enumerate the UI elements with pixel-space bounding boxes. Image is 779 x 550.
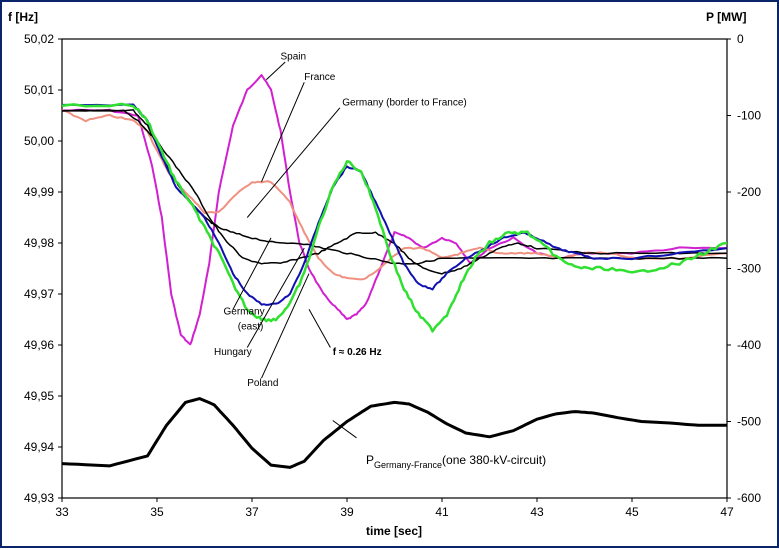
annotation-leader-line <box>261 82 305 182</box>
x-tick-label: 35 <box>150 505 164 519</box>
annotation-label: France <box>304 72 336 83</box>
x-tick-label: 39 <box>340 505 354 519</box>
left-axis-title: f [Hz] <box>8 10 38 24</box>
right-tick-label: -500 <box>737 415 761 429</box>
left-tick-label: 50,02 <box>24 32 54 46</box>
left-tick-label: 49,96 <box>24 338 54 352</box>
left-tick-label: 49,95 <box>24 389 54 403</box>
annotation-label: Hungary <box>214 347 252 358</box>
right-tick-label: -200 <box>737 185 761 199</box>
left-tick-label: 50,00 <box>24 134 54 148</box>
series-line-pgermany-france-one-380-kv-circuit- <box>61 397 727 469</box>
annotation-label: Poland <box>247 378 278 389</box>
x-axis-title: time [sec] <box>366 524 422 538</box>
annotation-leader-line <box>265 61 286 81</box>
x-tick-label: 33 <box>55 505 69 519</box>
series-line-poland <box>61 102 728 333</box>
annotation-label: f ≈ 0.26 Hz <box>333 347 382 358</box>
left-axis-ticks: 50,02 50,01 50,00 49,99 49,98 49,97 49,96 49,95… <box>24 32 62 505</box>
right-tick-label: -300 <box>737 262 761 276</box>
left-tick-label: 49,97 <box>24 287 54 301</box>
annotation-label: Germany (border to France) <box>342 97 467 108</box>
power-label-main: P <box>366 453 374 467</box>
annotation-label: Spain <box>281 51 307 62</box>
series-line-spain <box>61 74 727 346</box>
annotation-label: Germany <box>224 306 265 317</box>
right-tick-label: 0 <box>737 32 744 46</box>
series-line-france <box>61 109 728 281</box>
series-line-germany-east- <box>62 109 728 275</box>
series-lines <box>61 74 728 469</box>
x-tick-label: 45 <box>625 505 639 519</box>
series-line-hungary <box>62 103 728 306</box>
left-tick-label: 49,99 <box>24 185 54 199</box>
left-tick-label: 49,94 <box>24 440 54 454</box>
x-tick-label: 43 <box>530 505 544 519</box>
annotation-leader-line <box>332 420 357 439</box>
x-tick-label: 47 <box>720 505 734 519</box>
power-series-label: PGermany-France(one 380-kV-circuit) <box>366 453 546 470</box>
annotation-leaders <box>232 61 357 439</box>
left-tick-label: 50,01 <box>24 83 54 97</box>
right-tick-label: -400 <box>737 338 761 352</box>
annotation-label: (east) <box>238 322 264 333</box>
left-tick-label: 49,98 <box>24 236 54 250</box>
annotation-leader-line <box>308 309 331 348</box>
annotation-leader-line <box>261 273 310 379</box>
annotation-leader-line <box>246 247 305 348</box>
x-tick-label: 41 <box>435 505 449 519</box>
power-label-sub: Germany-France <box>374 460 442 470</box>
x-axis-ticks: 33 35 37 39 41 43 45 47 <box>55 498 734 519</box>
x-tick-label: 37 <box>245 505 259 519</box>
left-tick-label: 49,93 <box>24 491 54 505</box>
power-label-suffix: (one 380-kV-circuit) <box>442 453 546 467</box>
annotations: Spain France Germany (border to France) Ger… <box>214 51 467 388</box>
right-axis-title: P [MW] <box>706 10 746 24</box>
annotation-leader-line <box>232 237 272 310</box>
right-tick-label: -100 <box>737 109 761 123</box>
annotation-leader-line <box>246 107 341 218</box>
right-tick-label: -600 <box>737 491 761 505</box>
right-axis-ticks: 0 -100 -200 -300 -400 -500 -600 <box>727 32 761 505</box>
